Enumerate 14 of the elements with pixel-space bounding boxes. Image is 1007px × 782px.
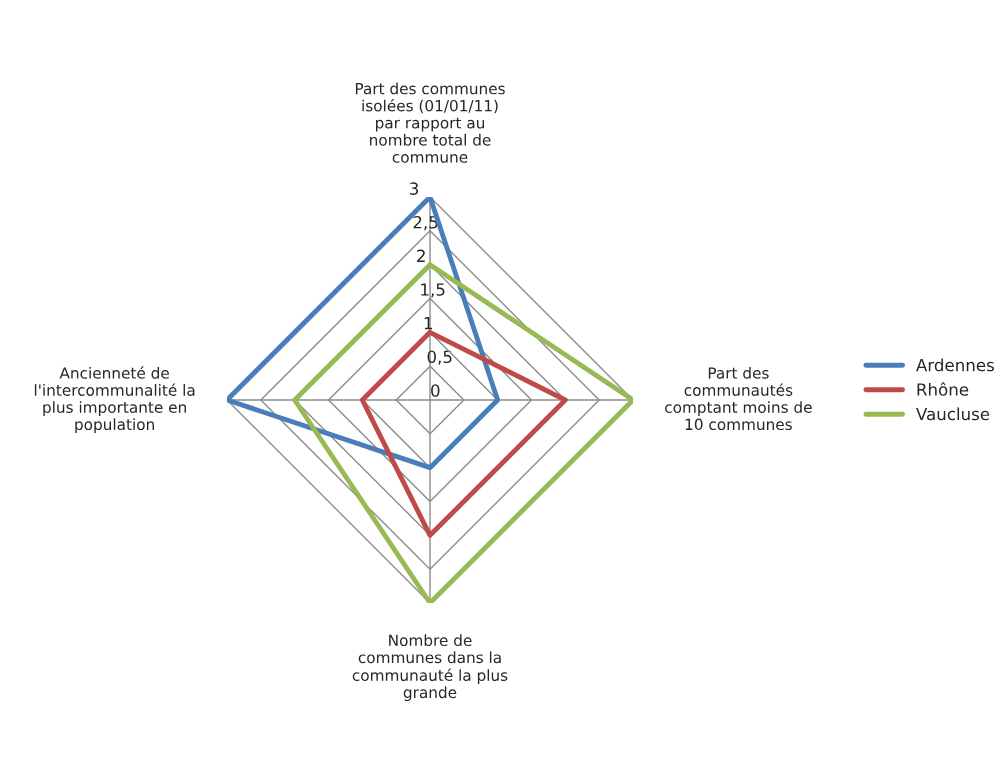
spoke-label: Ancienneté de l'intercommunalité la plus importante en population [34,366,195,434]
y-tick-label: 0,5 [427,350,452,365]
y-tick-label: 2,5 [413,215,438,231]
y-tick-label: 3 [410,182,419,195]
spoke-label: Part des communes isolées (01/01/11) par rapport au nombre total de commune [355,82,505,163]
y-tick-label: 2 [417,249,425,262]
legend-label: Ardennes [916,358,994,372]
legend-label: Vaucluse [916,407,990,421]
legend-label: Rhône [917,382,969,396]
y-tick-label: 1,5 [421,283,445,298]
spoke-label: Part des communautés comptant moins de 10 communes [665,366,812,431]
y-tick-label: 0 [431,384,440,397]
y-tick-label: 1 [424,317,432,330]
spoke-label: Nombre de communes dans la communauté la plus grande [352,634,508,702]
